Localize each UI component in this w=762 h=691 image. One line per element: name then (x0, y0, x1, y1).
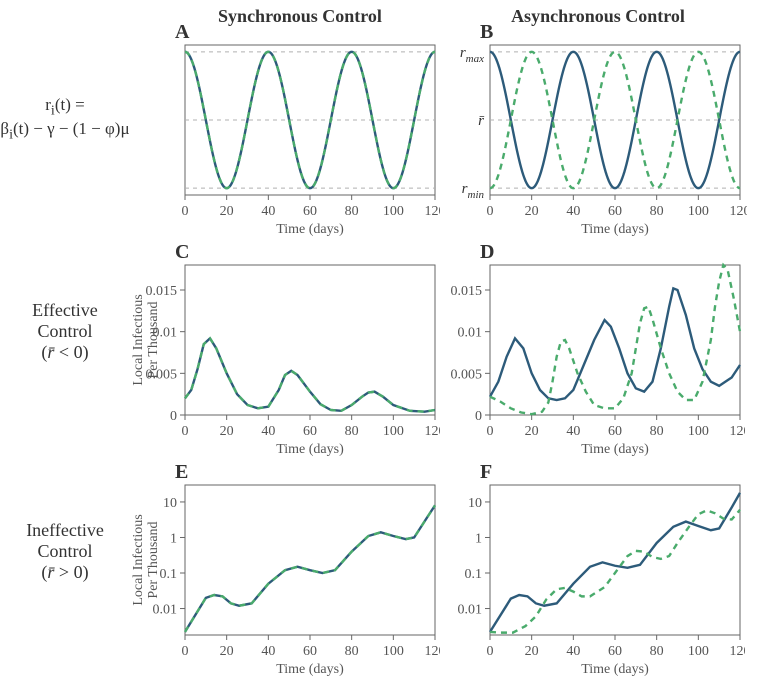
row-label-ineffective: Ineffective Control (r̄ > 0) (0, 520, 130, 583)
svg-text:40: 40 (261, 204, 275, 219)
svg-text:80: 80 (345, 424, 359, 439)
svg-text:0: 0 (170, 409, 177, 424)
svg-text:0: 0 (182, 424, 189, 439)
series-C-blue (185, 338, 435, 411)
svg-text:60: 60 (608, 204, 622, 219)
col-header-sync: Synchronous Control (170, 6, 430, 27)
svg-text:Per Thousand: Per Thousand (146, 521, 161, 598)
svg-text:Time (days): Time (days) (276, 442, 344, 457)
panel-A: 0 20 40 60 80 100 120 Time (days) (130, 40, 440, 245)
svg-text:0: 0 (182, 204, 189, 219)
svg-text:100: 100 (688, 424, 709, 439)
svg-text:0: 0 (487, 204, 494, 219)
series-F-blue (490, 493, 740, 632)
svg-text:rmax: rmax (460, 45, 484, 65)
svg-text:10: 10 (163, 496, 177, 511)
svg-text:120: 120 (730, 424, 746, 439)
svg-text:80: 80 (345, 204, 359, 219)
svg-text:0.1: 0.1 (160, 567, 178, 582)
panel-F: 0 20 40 60 80 100 120 Time (days) 0.01 0.1 1 10 (435, 480, 745, 685)
svg-text:40: 40 (566, 204, 580, 219)
svg-text:20: 20 (525, 424, 539, 439)
row-label-ineffective-cond: (r̄ > 0) (0, 562, 130, 583)
svg-text:0: 0 (487, 424, 494, 439)
series-B-green (490, 52, 740, 188)
svg-text:60: 60 (608, 424, 622, 439)
series-E-blue (185, 505, 435, 632)
svg-text:0.005: 0.005 (451, 367, 483, 382)
svg-text:80: 80 (650, 424, 664, 439)
svg-text:20: 20 (525, 204, 539, 219)
svg-text:60: 60 (608, 644, 622, 659)
svg-text:Time (days): Time (days) (581, 222, 649, 237)
svg-text:Time (days): Time (days) (581, 442, 649, 457)
svg-text:1: 1 (475, 531, 482, 546)
svg-text:Time (days): Time (days) (276, 222, 344, 237)
svg-text:0.01: 0.01 (153, 603, 178, 618)
svg-text:60: 60 (303, 644, 317, 659)
figure-root: Synchronous Control Asynchronous Control… (0, 0, 762, 691)
svg-text:0.1: 0.1 (465, 567, 483, 582)
col-header-async: Asynchronous Control (468, 6, 728, 27)
svg-text:0: 0 (487, 644, 494, 659)
svg-text:0: 0 (475, 409, 482, 424)
svg-text:100: 100 (688, 644, 709, 659)
series-A-green (185, 52, 435, 188)
svg-text:0: 0 (182, 644, 189, 659)
svg-text:60: 60 (303, 424, 317, 439)
svg-text:20: 20 (220, 204, 234, 219)
svg-text:20: 20 (220, 424, 234, 439)
svg-text:Local Infectious: Local Infectious (131, 294, 146, 385)
svg-text:40: 40 (261, 644, 275, 659)
svg-text:Local Infectious: Local Infectious (131, 514, 146, 605)
row-label-effective-cond: (r̄ < 0) (0, 342, 130, 363)
svg-text:1: 1 (170, 531, 177, 546)
svg-text:100: 100 (383, 644, 404, 659)
svg-text:0.01: 0.01 (458, 326, 483, 341)
svg-text:Per Thousand: Per Thousand (146, 301, 161, 378)
svg-text:40: 40 (566, 644, 580, 659)
svg-text:100: 100 (383, 424, 404, 439)
svg-text:80: 80 (650, 204, 664, 219)
svg-text:r̄: r̄ (478, 113, 484, 129)
svg-text:10: 10 (468, 496, 482, 511)
row-label-formula: ri(t) =βi(t) − γ − (1 − φ)μ (0, 95, 130, 144)
svg-text:40: 40 (261, 424, 275, 439)
panel-E: 020406080100120Time (days)0.010.1110Loca… (130, 480, 440, 685)
svg-text:80: 80 (650, 644, 664, 659)
panel-C: 020406080100120Time (days)00.0050.010.01… (130, 260, 440, 465)
panel-D: 0 20 40 60 80 100 120 Time (days) 0 0.005 0.01 0.01… (435, 260, 745, 465)
svg-text:120: 120 (730, 644, 746, 659)
svg-text:0.015: 0.015 (146, 284, 178, 299)
svg-text:Time (days): Time (days) (276, 662, 344, 677)
panel-B: rmax r̄ rmin0 20 40 60 80 100 120 Time (days) (452, 40, 747, 245)
svg-text:100: 100 (688, 204, 709, 219)
series-A-blue (185, 52, 435, 188)
svg-text:100: 100 (383, 204, 404, 219)
svg-text:20: 20 (220, 644, 234, 659)
svg-text:120: 120 (730, 204, 748, 219)
svg-text:40: 40 (566, 424, 580, 439)
row-label-effective: Effective Control (r̄ < 0) (0, 300, 130, 363)
series-E-green (185, 505, 435, 632)
svg-text:0.01: 0.01 (458, 603, 483, 618)
svg-text:80: 80 (345, 644, 359, 659)
svg-text:rmin: rmin (462, 181, 485, 201)
svg-text:Time (days): Time (days) (581, 662, 649, 677)
svg-text:0.015: 0.015 (451, 284, 483, 299)
svg-text:60: 60 (303, 204, 317, 219)
svg-text:20: 20 (525, 644, 539, 659)
series-C-green (185, 338, 435, 411)
series-B-blue (490, 52, 740, 188)
svg-text:120: 120 (425, 204, 441, 219)
